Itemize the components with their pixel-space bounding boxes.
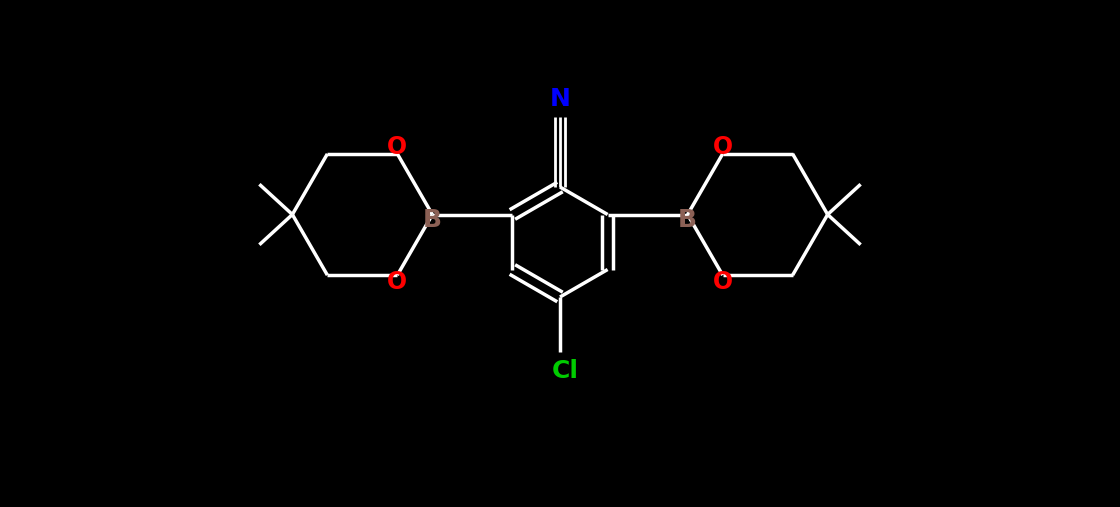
Text: O: O [712,135,732,159]
Text: Cl: Cl [551,359,579,383]
Text: O: O [388,270,408,294]
Text: O: O [388,135,408,159]
Text: O: O [712,270,732,294]
Text: B: B [423,207,442,232]
Text: B: B [678,207,697,232]
Text: N: N [550,87,570,111]
